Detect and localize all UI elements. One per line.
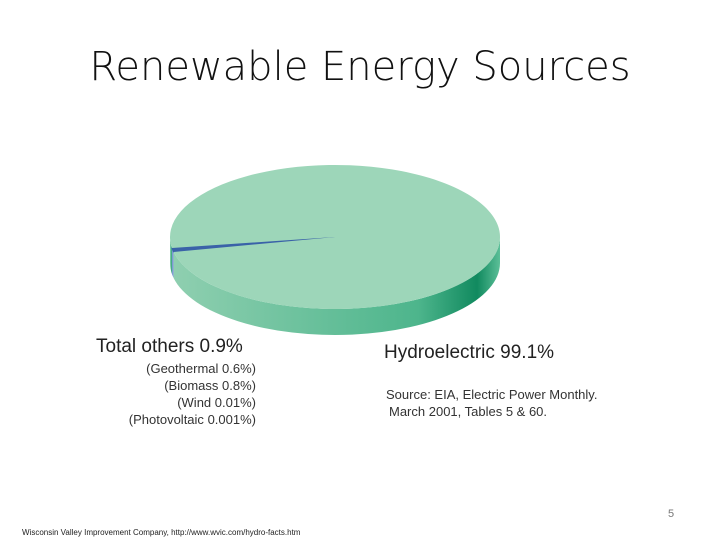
page-number: 5 [668, 508, 675, 520]
legend-name: Hydroelectric [384, 342, 495, 363]
pie-slice [169, 164, 500, 309]
others-label: Total others 0.9% [96, 336, 243, 358]
breakdown-line: (Photovoltaic 0.001%) [128, 412, 256, 427]
pie-side [171, 247, 174, 278]
breakdown-value: 0.8% [222, 378, 252, 393]
value-label: 99.1% [500, 342, 555, 363]
breakdown-name: Wind [181, 395, 212, 410]
breakdown-line: (Geothermal 0.6%) [146, 361, 256, 376]
breakdown-value: 0.6% [222, 361, 252, 376]
source-line: Source: EIA, Electric Power Monthly. [386, 387, 598, 402]
breakdown-name: Biomass [168, 378, 219, 393]
pie-side [173, 237, 500, 336]
hydro-label: Hydroelectric 99.1% [384, 342, 554, 364]
source-line: March 2001, Tables 5 & 60. [389, 404, 548, 419]
breakdown-value: 0.01% [214, 395, 252, 410]
breakdown-line: (Wind 0.01%) [177, 395, 256, 410]
breakdown-value: 0.001% [207, 412, 252, 427]
legend-name: Total others [96, 336, 195, 357]
pie-side [170, 237, 172, 274]
breakdown: (Geothermal 0.6%) (Biomass 0.8%) (Wind 0.0… [129, 360, 256, 428]
slide-title: Renewable Energy Sources [89, 44, 631, 90]
breakdown-name: Photovoltaic [133, 412, 204, 427]
breakdown-line: (Biomass 0.8%) [164, 378, 256, 393]
breakdown-name: Geothermal [150, 361, 219, 376]
value-label: 0.9% [199, 336, 243, 357]
citation: Wisconsin Valley Improvement Company, ht… [22, 528, 301, 537]
pie-slice [171, 236, 336, 253]
source-note: Source: EIA, Electric Power Monthly. Mar… [386, 386, 597, 420]
